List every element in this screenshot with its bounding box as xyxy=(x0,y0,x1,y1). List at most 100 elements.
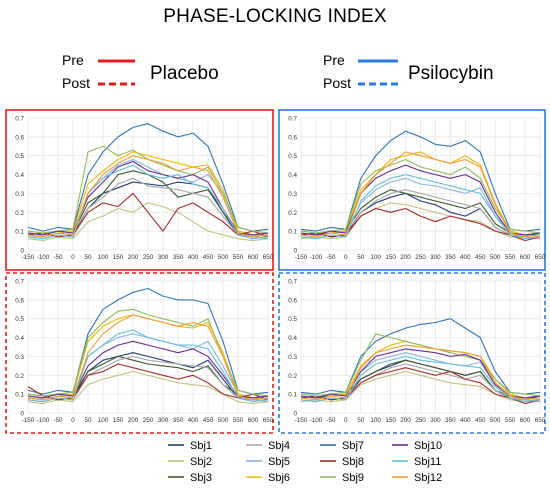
series-line-sbj2 xyxy=(300,370,541,403)
x-tick-label: 50 xyxy=(357,254,365,261)
x-tick-label: 350 xyxy=(445,254,456,261)
figure-title: PHASE-LOCKING INDEX xyxy=(163,6,387,27)
series-line-sbj8 xyxy=(27,192,269,238)
x-tick-label: 500 xyxy=(218,254,229,261)
psilocybin-pre-label: Pre xyxy=(323,52,345,68)
series-line-sbj8 xyxy=(27,363,269,401)
legend-item-sbj10: Sbj10 xyxy=(392,440,442,452)
legend-item-sbj3: Sbj3 xyxy=(168,472,212,484)
series-line-sbj9 xyxy=(27,308,269,397)
x-tick-label: 50 xyxy=(84,254,92,261)
x-tick-label: 600 xyxy=(248,417,259,424)
x-tick-label: -100 xyxy=(310,417,323,424)
legend-label: Sbj11 xyxy=(414,456,441,468)
x-tick-label: 100 xyxy=(98,254,109,261)
y-tick-label: 0.6 xyxy=(288,297,297,304)
series-line-sbj8 xyxy=(300,207,541,242)
series-line-sbj7 xyxy=(300,318,541,395)
x-tick-label: 250 xyxy=(143,417,154,424)
y-tick-label: 0 xyxy=(20,248,24,255)
series-line-sbj11 xyxy=(27,329,269,403)
legend-label: Sbj10 xyxy=(414,440,442,452)
legend-label: Sbj6 xyxy=(268,472,290,484)
x-tick-label: 300 xyxy=(430,417,441,424)
x-tick-label: 150 xyxy=(385,417,396,424)
x-tick-label: 0 xyxy=(344,417,348,424)
legend-label: Sbj3 xyxy=(190,472,212,484)
x-tick-label: -50 xyxy=(326,254,336,261)
series-line-sbj2 xyxy=(300,202,541,240)
x-tick-label: 0 xyxy=(71,417,75,424)
x-tick-label: -100 xyxy=(37,254,50,261)
y-tick-label: 0.4 xyxy=(288,335,297,342)
y-tick-label: 0.3 xyxy=(288,191,297,198)
x-tick-label: 100 xyxy=(370,417,381,424)
chart-panel-placebo-pre: 0 0.1 0.2 0.3 0.4 0.5 0.6 0.7 -150 -100 -50 0 50 100 1… xyxy=(5,109,274,271)
placebo-post-label: Post xyxy=(62,75,91,91)
placebo-legend-name: Placebo xyxy=(150,63,219,84)
x-tick-label: 300 xyxy=(430,254,441,261)
x-tick-label: 500 xyxy=(490,254,501,261)
x-tick-label: 550 xyxy=(233,417,244,424)
x-tick-label: -150 xyxy=(22,417,35,424)
legend-item-sbj6: Sbj6 xyxy=(246,472,290,484)
chart-panel-psilocybin-post: 0 0.1 0.2 0.3 0.4 0.5 0.6 0.7 -150 -100 -50 0 50 100 1… xyxy=(278,272,546,434)
legend-label: Sbj5 xyxy=(268,456,290,468)
y-tick-label: 0.7 xyxy=(15,116,24,123)
series-line-sbj7 xyxy=(300,130,541,232)
legend-item-sbj2: Sbj2 xyxy=(168,456,212,468)
x-tick-label: 50 xyxy=(357,417,365,424)
x-tick-label: 0 xyxy=(344,254,348,261)
legend-label: Sbj9 xyxy=(342,472,364,484)
panel-frame xyxy=(278,272,546,434)
x-tick-label: 450 xyxy=(475,417,486,424)
y-tick-label: 0.5 xyxy=(15,153,24,160)
x-tick-label: 450 xyxy=(203,254,214,261)
x-tick-label: -50 xyxy=(53,417,63,424)
y-tick-label: 0.7 xyxy=(288,279,297,286)
x-tick-label: -150 xyxy=(22,254,35,261)
x-tick-label: 100 xyxy=(370,254,381,261)
y-tick-label: 0.1 xyxy=(15,392,24,399)
y-tick-label: 0.6 xyxy=(288,134,297,141)
y-tick-label: 0 xyxy=(293,411,297,418)
panel-frame xyxy=(5,109,274,271)
x-tick-label: 650 xyxy=(263,417,274,424)
x-tick-label: 250 xyxy=(415,254,426,261)
series-line-sbj7 xyxy=(27,123,269,232)
x-tick-label: 250 xyxy=(143,254,154,261)
legend-item-sbj8: Sbj8 xyxy=(320,456,364,468)
series-line-sbj12 xyxy=(27,155,269,238)
y-tick-label: 0.4 xyxy=(288,172,297,179)
panel-frame xyxy=(5,272,274,434)
x-tick-label: 550 xyxy=(505,417,516,424)
x-tick-label: 350 xyxy=(173,417,184,424)
legend-label: Sbj4 xyxy=(268,440,290,452)
x-tick-label: 650 xyxy=(535,254,546,261)
psilocybin-legend-name: Psilocybin xyxy=(408,63,494,84)
x-tick-label: 300 xyxy=(158,254,169,261)
y-tick-label: 0.4 xyxy=(15,172,24,179)
placebo-pre-label: Pre xyxy=(62,52,84,68)
y-tick-label: 0.6 xyxy=(15,134,24,141)
x-tick-label: 250 xyxy=(415,417,426,424)
x-tick-label: 650 xyxy=(535,417,546,424)
y-tick-label: 0.1 xyxy=(288,229,297,236)
x-tick-label: 350 xyxy=(445,417,456,424)
x-tick-label: 500 xyxy=(490,417,501,424)
x-tick-label: -150 xyxy=(295,417,308,424)
legend-item-sbj1: Sbj1 xyxy=(168,440,212,452)
y-tick-label: 0.5 xyxy=(15,316,24,323)
x-tick-label: 150 xyxy=(113,417,124,424)
x-tick-label: -50 xyxy=(53,254,63,261)
legend-item-sbj5: Sbj5 xyxy=(246,456,290,468)
legend-label: Sbj8 xyxy=(342,456,364,468)
series-line-sbj12 xyxy=(27,314,269,401)
legend-item-sbj11: Sbj11 xyxy=(392,456,441,468)
chart-panel-psilocybin-pre: 0 0.1 0.2 0.3 0.4 0.5 0.6 0.7 -150 -100 -50 0 50 100 1… xyxy=(278,109,546,271)
x-tick-label: 400 xyxy=(188,417,199,424)
y-tick-label: 0.4 xyxy=(15,335,24,342)
legend-item-sbj9: Sbj9 xyxy=(320,472,364,484)
y-tick-label: 0.3 xyxy=(15,354,24,361)
psilocybin-post-label: Post xyxy=(323,75,352,91)
